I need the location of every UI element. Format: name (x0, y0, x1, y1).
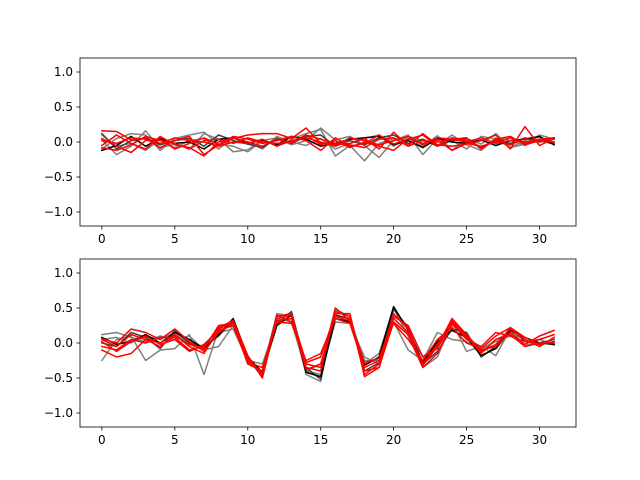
y-tick-label: −0.5 (44, 170, 73, 184)
series-line-7 (100, 134, 555, 157)
x-tick-label: 15 (313, 232, 328, 246)
series-group (100, 125, 556, 162)
x-tick-label: 25 (459, 232, 474, 246)
y-tick-label: −1.0 (44, 406, 73, 420)
x-tick-label: 25 (459, 433, 474, 447)
x-tick-label: 0 (98, 433, 106, 447)
series-line-8 (100, 317, 555, 369)
series-line-9 (100, 315, 555, 376)
series-line-4 (100, 305, 555, 378)
x-tick-label: 5 (171, 232, 179, 246)
series-line-8 (101, 135, 555, 147)
y-tick-label: −1.0 (44, 205, 73, 219)
y-tick-label: 0.0 (54, 336, 73, 350)
x-tick-label: 15 (313, 433, 328, 447)
x-tick-label: 10 (240, 232, 255, 246)
y-tick-label: 0.0 (54, 135, 73, 149)
y-tick-label: −0.5 (44, 371, 73, 385)
y-tick-label: 0.5 (54, 100, 73, 114)
x-tick-label: 10 (240, 433, 255, 447)
series-line-9 (101, 134, 555, 152)
series-group (100, 305, 556, 383)
y-tick-label: 0.5 (54, 301, 73, 315)
x-tick-label: 30 (532, 232, 547, 246)
x-tick-label: 0 (98, 232, 106, 246)
top-subplot: 0 5 10 15 20 25 30 −1.0 −0.5 0.0 0.5 1.0 (44, 57, 577, 246)
y-tick-label: 1.0 (54, 65, 73, 79)
x-tick-label: 20 (386, 232, 401, 246)
x-tick-label: 30 (532, 433, 547, 447)
y-tick-label: 1.0 (54, 266, 73, 280)
x-tick-label: 5 (171, 433, 179, 447)
x-tick-label: 20 (386, 433, 401, 447)
bottom-subplot: 0 5 10 15 20 25 30 −1.0 −0.5 0.0 0.5 1.0 (44, 258, 577, 447)
